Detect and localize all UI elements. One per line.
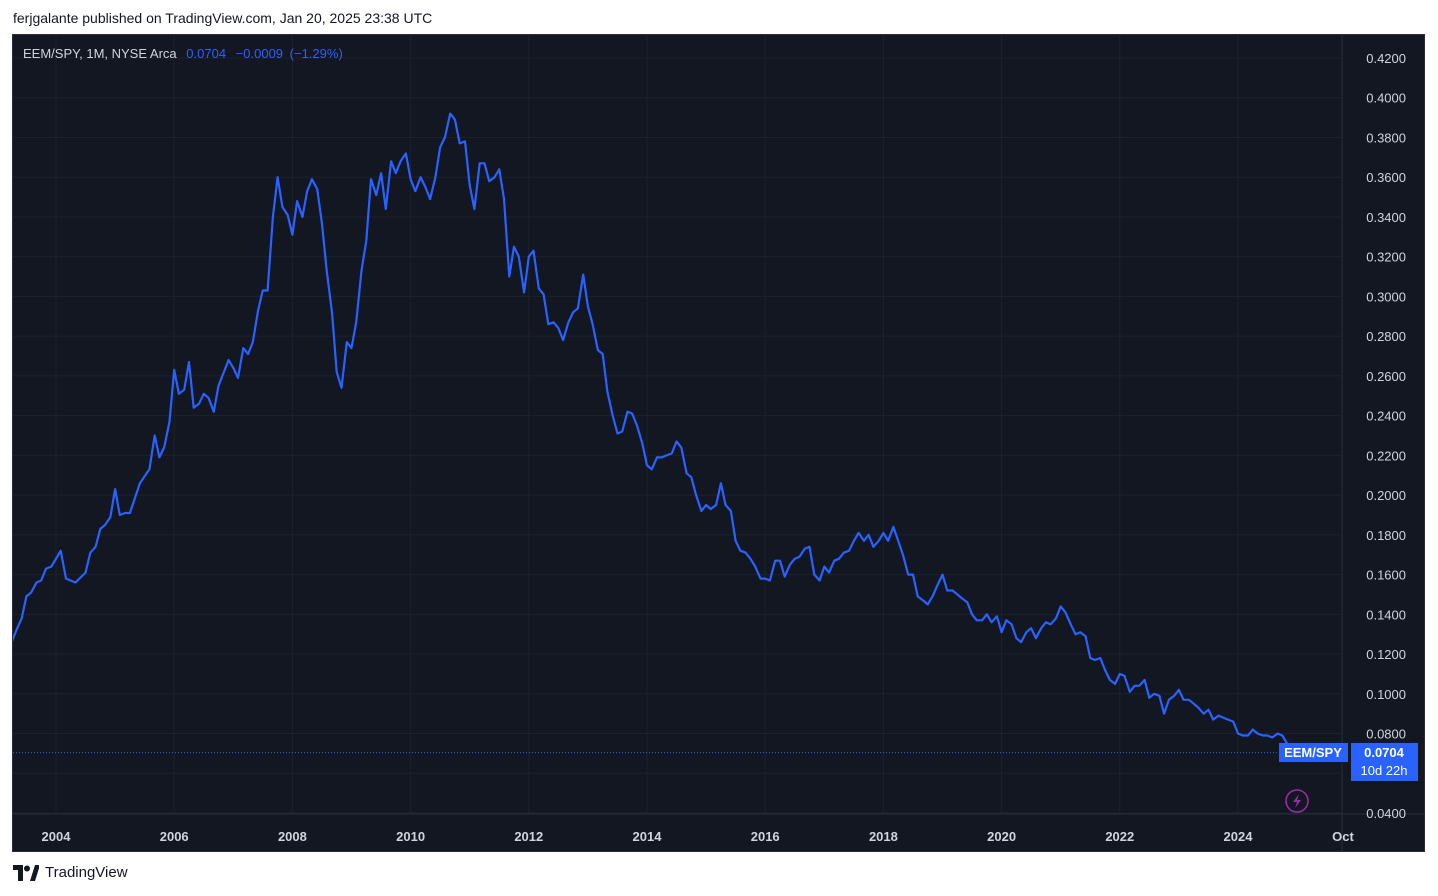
symbol-label-text: EEM/SPY (1284, 745, 1342, 760)
y-tick-label: 0.1200 (1366, 647, 1406, 662)
tradingview-footer[interactable]: TradingView (13, 864, 128, 881)
x-tick-label: 2022 (1105, 829, 1134, 844)
y-tick-label: 0.1600 (1366, 568, 1406, 583)
x-tick-label: 2014 (633, 829, 663, 844)
price-label-countdown: 10d 22h (1361, 763, 1408, 778)
y-tick-label: 0.0800 (1366, 727, 1406, 742)
y-tick-label: 0.1000 (1366, 687, 1406, 702)
y-tick-label: 0.3200 (1366, 250, 1406, 265)
x-tick-label: 2008 (278, 829, 307, 844)
legend-change: −0.0009 (235, 46, 284, 61)
published-caption: ferjgalante published on TradingView.com… (13, 10, 433, 26)
x-tick-label: 2020 (987, 829, 1016, 844)
y-tick-label: 0.1800 (1366, 528, 1406, 543)
y-tick-label: 0.3400 (1366, 210, 1406, 225)
y-tick-label: 0.3600 (1366, 170, 1406, 185)
y-tick-label: 0.0400 (1366, 806, 1406, 821)
x-tick-label: 2004 (42, 829, 72, 844)
x-tick-label: 2010 (396, 829, 425, 844)
price-label-value: 0.0704 (1364, 745, 1405, 760)
y-tick-label: 0.1400 (1366, 607, 1406, 622)
y-axis-ticks: 0.4200 0.4000 0.3800 0.3600 0.3400 0.3200 0.30… (1366, 51, 1406, 821)
series-line-eem-spy (13, 112, 1298, 754)
chart-legend: EEM/SPY, 1M, NYSE Arca 0.0704 −0.0009 (−… (23, 46, 343, 61)
y-tick-label: 0.4200 (1366, 51, 1406, 66)
legend-symbol[interactable]: EEM/SPY, 1M, NYSE Arca (23, 46, 177, 61)
x-tick-label: 2024 (1224, 829, 1254, 844)
chart-panel[interactable]: 0.4200 0.4000 0.3800 0.3600 0.3400 0.3200 0.30… (12, 34, 1425, 852)
y-tick-label: 0.2400 (1366, 409, 1406, 424)
x-tick-label: 2012 (514, 829, 543, 844)
price-label: 0.0704 10d 22h (1351, 743, 1418, 781)
y-tick-label: 0.2000 (1366, 488, 1406, 503)
y-tick-label: 0.4000 (1366, 91, 1406, 106)
lightning-icon[interactable] (1285, 789, 1309, 813)
x-tick-label: Oct (1332, 829, 1354, 844)
tradingview-brand: TradingView (45, 864, 128, 881)
line-chart[interactable]: 0.4200 0.4000 0.3800 0.3600 0.3400 0.3200 0.30… (13, 35, 1424, 851)
legend-last-value: 0.0704 (186, 46, 227, 61)
x-axis-ticks: 2004 2006 2008 2010 2012 2014 2016 2018 2020 2022… (42, 829, 1355, 844)
y-tick-label: 0.3800 (1366, 130, 1406, 145)
tradingview-logo-icon (13, 864, 39, 881)
y-tick-label: 0.2800 (1366, 329, 1406, 344)
y-tick-label: 0.3000 (1366, 289, 1406, 304)
y-tick-label: 0.2600 (1366, 369, 1406, 384)
x-tick-label: 2018 (869, 829, 898, 844)
legend-change-pct: (−1.29%) (289, 46, 343, 61)
y-tick-label: 0.2200 (1366, 448, 1406, 463)
symbol-label: EEM/SPY (1279, 743, 1348, 762)
grid-lines (13, 35, 1342, 814)
x-tick-label: 2016 (751, 829, 780, 844)
x-tick-label: 2006 (160, 829, 189, 844)
